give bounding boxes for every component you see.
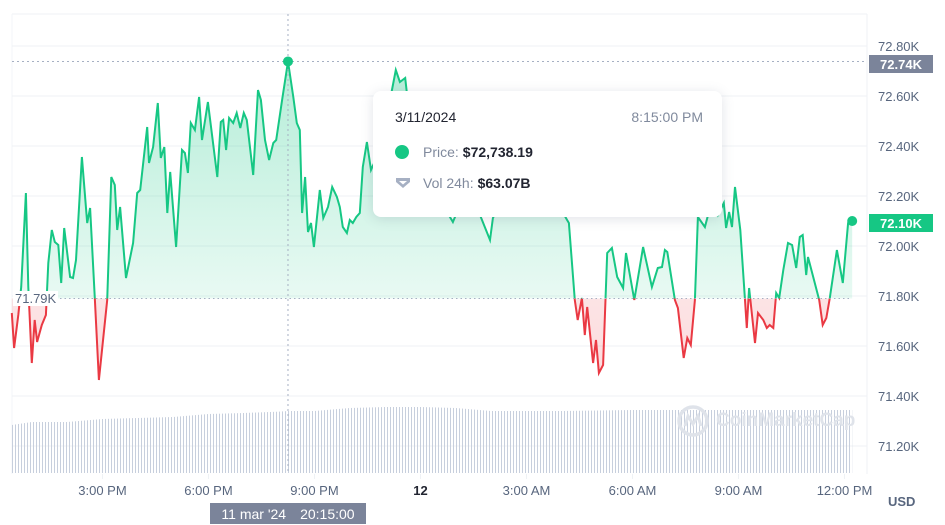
watermark-text: CoinMarketCap [716, 410, 856, 431]
baseline-label: 71.79K [13, 291, 59, 306]
y-tick-label: 72.60K [878, 89, 920, 104]
y-tick-label: 71.20K [878, 439, 920, 454]
x-tick-label: 6:00 PM [184, 483, 232, 498]
x-tick-label: 3:00 PM [78, 483, 126, 498]
tooltip-date: 3/11/2024 [395, 109, 457, 125]
x-tick-label: 6:00 AM [609, 483, 657, 498]
x-tick-label: 9:00 AM [715, 483, 763, 498]
volume-area [11, 407, 853, 473]
coinmarketcap-logo-icon [677, 405, 709, 437]
price-line-up [19, 61, 853, 299]
green-dot-icon [395, 145, 409, 159]
highlight-point-dot [282, 56, 293, 67]
y-tick-label: 71.40K [878, 389, 920, 404]
x-tick-label: 12:00 PM [817, 483, 873, 498]
y-tick-label: 72.80K [878, 39, 920, 54]
x-tick-label: 9:00 PM [290, 483, 338, 498]
volume-shield-icon [396, 178, 410, 188]
y-tick-label: 71.60K [878, 339, 920, 354]
crosshair-date: 11 mar '24 [221, 505, 287, 522]
price-value: $72,738.19 [462, 144, 533, 160]
tooltip-volume-row: Vol 24h: $63.07B [395, 175, 531, 191]
y-tick-label: 72.00K [878, 239, 920, 254]
y-tick-label: 72.40K [878, 139, 920, 154]
crosshair-x-label: 11 mar '24 20:15:00 [210, 503, 366, 524]
x-tick-label: 3:00 AM [503, 483, 551, 498]
volume-label: Vol 24h: [423, 175, 474, 191]
tooltip-time: 8:15:00 PM [631, 109, 703, 125]
current-price-dot [847, 216, 858, 226]
volume-value: $63.07B [477, 175, 531, 191]
axes: 72.80K 72.60K 72.40K 72.20K 72.00K 71.80K 71.6… [78, 39, 919, 498]
tooltip-price-row: Price: $72,738.19 [395, 144, 533, 160]
x-tick-label: 12 [413, 483, 427, 498]
current-price-label: 72.10K [869, 214, 933, 232]
watermark: CoinMarketCap [676, 404, 855, 438]
y-tick-label: 72.20K [878, 189, 920, 204]
crosshair-time: 20:15:00 [300, 505, 355, 522]
price-label: Price: [423, 144, 459, 160]
y-tick-label: 71.80K [878, 289, 920, 304]
currency-label: USD [888, 494, 916, 509]
crosshair [12, 14, 867, 474]
volume-bars [11, 407, 853, 473]
crosshair-y-label: 72.74K [869, 55, 933, 73]
tooltip: 3/11/2024 8:15:00 PM Price: $72,738.19 V… [373, 91, 722, 217]
